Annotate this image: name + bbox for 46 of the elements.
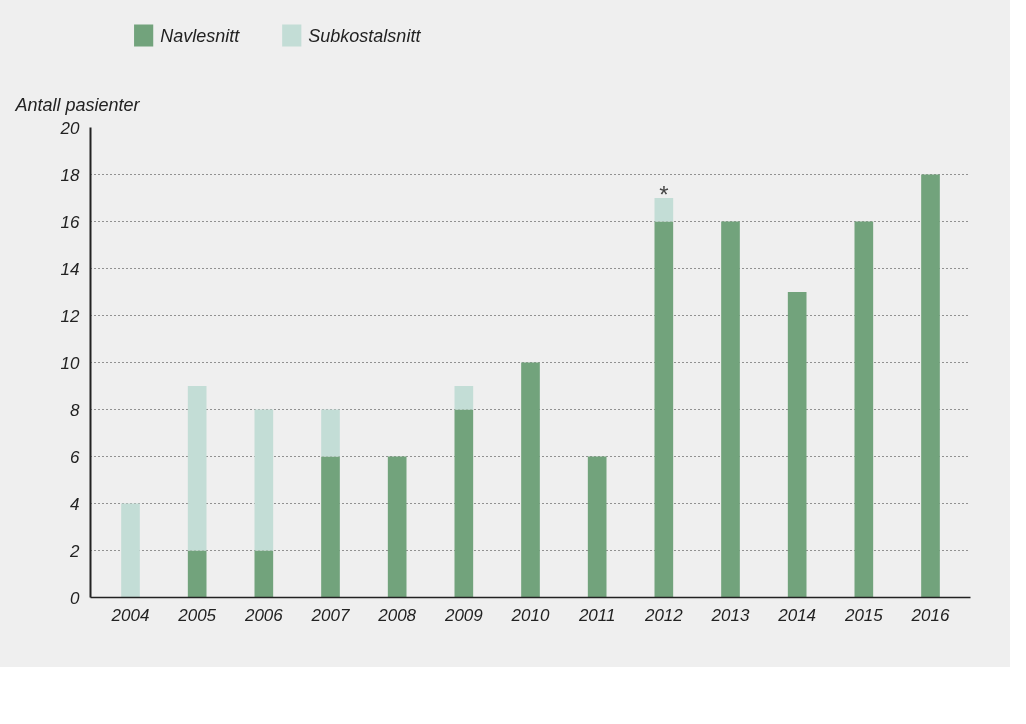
bar <box>187 550 207 598</box>
x-tick-label: 2015 <box>843 605 884 625</box>
bar <box>721 221 740 598</box>
y-tick-label: 16 <box>60 212 81 232</box>
x-tick-label: 2016 <box>910 605 950 625</box>
bar <box>787 292 807 598</box>
x-tick-label: 2006 <box>243 605 284 625</box>
x-tick-label: 2011 <box>577 605 616 625</box>
x-tick-label: 2013 <box>710 605 750 625</box>
bar <box>654 198 674 222</box>
x-tick-label: 2009 <box>443 605 484 625</box>
bar <box>654 221 674 598</box>
bar <box>387 456 407 598</box>
y-tick-label: 4 <box>70 494 80 514</box>
x-tick-label: 2007 <box>310 605 350 625</box>
y-tick-label: 20 <box>59 118 81 138</box>
bar <box>587 456 607 598</box>
x-tick-label: 2014 <box>777 605 817 625</box>
y-tick-label: 12 <box>60 306 81 326</box>
bar <box>521 362 540 598</box>
y-tick-label: 14 <box>60 259 80 279</box>
y-tick-label: 18 <box>60 165 81 185</box>
x-tick-label: 2012 <box>643 605 684 625</box>
bar <box>321 409 340 457</box>
y-tick-label: 10 <box>60 353 81 373</box>
bar <box>321 456 340 598</box>
bar <box>454 386 474 410</box>
y-tick-label: 6 <box>70 447 81 467</box>
y-axis-title: Antall pasienter <box>14 95 141 115</box>
x-tick-label: 2010 <box>510 605 550 625</box>
bar <box>254 409 274 551</box>
y-tick-label: 2 <box>69 541 81 561</box>
y-tick-label: 0 <box>70 588 81 608</box>
legend-label: Navlesnitt <box>160 25 241 46</box>
x-tick-label: 2005 <box>177 605 217 625</box>
annotation: * <box>659 181 669 208</box>
x-tick-label: 2008 <box>377 605 417 625</box>
y-tick-label: 8 <box>70 400 81 420</box>
bar <box>854 221 874 598</box>
x-tick-label: 2004 <box>110 605 150 625</box>
bar <box>454 409 474 598</box>
bar <box>254 550 274 598</box>
bar <box>121 503 140 598</box>
bar <box>187 386 207 551</box>
legend-label: Subkostalsnitt <box>308 25 422 46</box>
bar <box>921 174 940 598</box>
